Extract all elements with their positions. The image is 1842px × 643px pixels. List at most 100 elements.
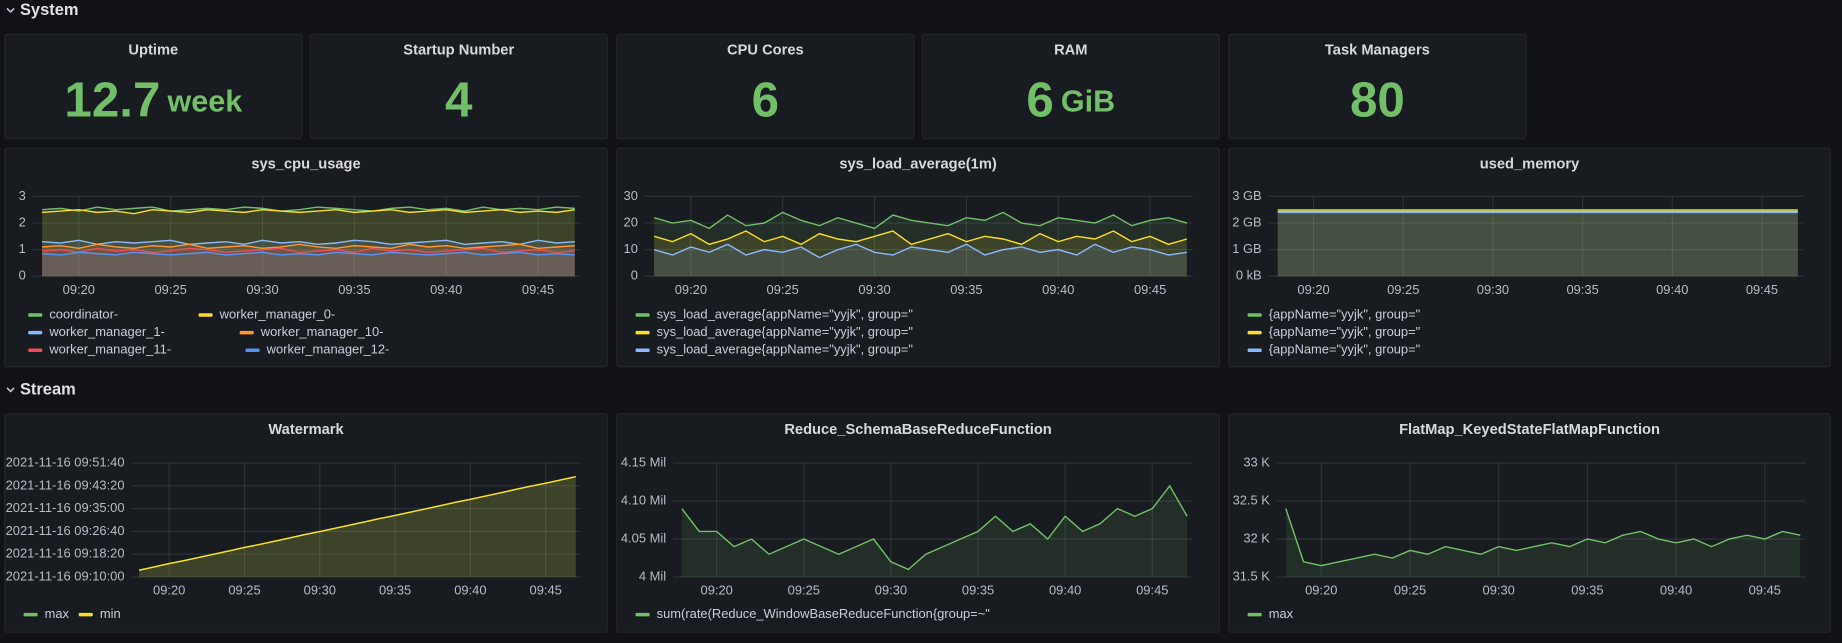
x-tick-label: 09:30 [858, 282, 890, 297]
y-tick-label: 2021-11-16 09:35:00 [6, 500, 125, 515]
x-tick-label: 09:40 [1042, 282, 1074, 297]
legend-swatch [635, 313, 650, 317]
stat-title: Uptime [128, 43, 178, 59]
x-tick-label: 09:45 [522, 282, 554, 297]
x-tick-label: 09:25 [1387, 282, 1419, 297]
x-tick-label: 09:25 [767, 282, 799, 297]
y-tick-label: 4.05 Mil [621, 530, 666, 545]
x-tick-label: 09:30 [246, 282, 278, 297]
y-tick-label: 1 [19, 241, 26, 256]
stat-panel [309, 33, 608, 140]
y-tick-label: 2 GB [1232, 214, 1261, 229]
series-area [42, 207, 575, 277]
x-tick-label: 09:35 [1571, 583, 1603, 598]
legend-swatch [245, 348, 260, 353]
x-tick-label: 09:35 [338, 282, 370, 297]
legend-swatch [1247, 330, 1262, 335]
stat-unit: week [166, 85, 243, 119]
stat-title: Startup Number [403, 43, 514, 59]
row-chevron[interactable] [6, 387, 15, 393]
panel-content: sys_cpu_usage 0 1 2 3 09:20 09:25 09:30 09:35 09:… [19, 157, 581, 357]
legend-swatch [635, 330, 650, 335]
legend-entry: coordinator- [49, 306, 118, 321]
x-tick-label: 09:20 [1297, 282, 1329, 297]
y-tick-label: 1 GB [1232, 241, 1261, 256]
y-tick-label: 0 kB [1236, 268, 1262, 283]
panel-content: Watermark 2021-11-16 09:10:00 2021-11-16 0… [6, 422, 581, 621]
series-area [1277, 212, 1798, 277]
panel-title: used_memory [1480, 157, 1580, 173]
stat-number: 12.7 [64, 73, 160, 128]
x-tick-label: 09:40 [454, 583, 486, 598]
panel-content: used_memory 0 kB 1 GB 2 GB 3 GB 09:20 09:25 09:… [1232, 157, 1804, 357]
y-tick-label: 20 [624, 214, 638, 229]
legend-entry: min [100, 606, 121, 621]
stat-value: 4 [445, 73, 473, 128]
x-tick-label: 09:45 [1134, 282, 1166, 297]
x-tick-label: 09:20 [153, 583, 185, 598]
legend-entry: worker_manager_1- [48, 324, 165, 339]
x-tick-label: 09:40 [1656, 282, 1688, 297]
x-tick-label: 09:20 [63, 282, 95, 297]
panel-content: Reduce_SchemaBaseReduceFunction 4 Mil 4.05… [621, 422, 1193, 621]
series-area [654, 244, 1187, 277]
y-tick-label: 31.5 K [1233, 568, 1271, 583]
x-tick-label: 09:25 [228, 583, 260, 598]
y-tick-label: 0 [631, 268, 638, 283]
stat-title: RAM [1054, 43, 1087, 59]
legend-swatch [1247, 348, 1262, 353]
graph-panel [616, 147, 1220, 368]
y-tick-label: 32.5 K [1233, 492, 1271, 507]
x-tick-label: 09:25 [1394, 583, 1426, 598]
legend-entry: max [1269, 606, 1294, 621]
panel-title: FlatMap_KeyedStateFlatMapFunction [1399, 422, 1660, 438]
stat-panel [921, 33, 1220, 140]
row-title[interactable]: System [20, 1, 78, 19]
stat-number: 6 [752, 73, 779, 128]
series-line [42, 243, 575, 250]
y-tick-label: 0 [19, 268, 26, 283]
series-area [681, 485, 1188, 578]
row-chevron[interactable] [6, 7, 15, 14]
x-tick-label: 09:25 [788, 583, 820, 598]
stat-value: 6 [752, 73, 779, 128]
legend-entry: sys_load_average{appName="yyjk", group=" [657, 306, 914, 321]
legend-entry: worker_manager_0- [219, 306, 336, 321]
series-line [42, 206, 575, 212]
panel-title: sys_load_average(1m) [839, 157, 997, 173]
legend-entry: worker_manager_11- [48, 342, 171, 357]
x-tick-label: 09:35 [962, 583, 994, 598]
x-tick-label: 09:35 [950, 282, 982, 297]
stat-number: 6 [1026, 73, 1053, 128]
series-line [653, 230, 1188, 246]
row-title[interactable]: Stream [20, 381, 76, 399]
legend-swatch [28, 348, 43, 353]
x-tick-label: 09:45 [1746, 282, 1778, 297]
x-tick-label: 09:45 [530, 583, 562, 598]
x-tick-label: 09:30 [1483, 583, 1515, 598]
stat-title: Task Managers [1325, 43, 1430, 59]
series-area [139, 476, 576, 578]
legend-entry: worker_manager_10- [260, 324, 384, 339]
series-line [42, 251, 575, 256]
x-tick-label: 09:40 [430, 282, 462, 297]
y-tick-label: 2021-11-16 09:51:40 [6, 454, 125, 469]
stat-panel [1228, 33, 1527, 140]
legend-swatch [239, 330, 254, 335]
panel-title: Reduce_SchemaBaseReduceFunction [784, 422, 1051, 438]
x-tick-label: 09:35 [379, 583, 411, 598]
x-tick-label: 09:40 [1660, 583, 1692, 598]
stat-panel [4, 33, 303, 140]
graph-panel [4, 413, 608, 633]
y-tick-label: 30 [624, 188, 638, 203]
y-tick-label: 2021-11-16 09:43:20 [6, 477, 125, 492]
panel-content: FlatMap_KeyedStateFlatMapFunction 31.5 K 3… [1233, 422, 1806, 621]
series-area [1277, 211, 1798, 277]
legend-entry: worker_manager_12- [266, 342, 390, 357]
y-tick-label: 4.10 Mil [621, 492, 666, 507]
series-area [1277, 209, 1798, 277]
y-tick-label: 3 [19, 188, 26, 203]
legend-swatch [1247, 313, 1262, 317]
y-tick-label: 33 K [1243, 454, 1270, 469]
legend-swatch [28, 313, 43, 317]
